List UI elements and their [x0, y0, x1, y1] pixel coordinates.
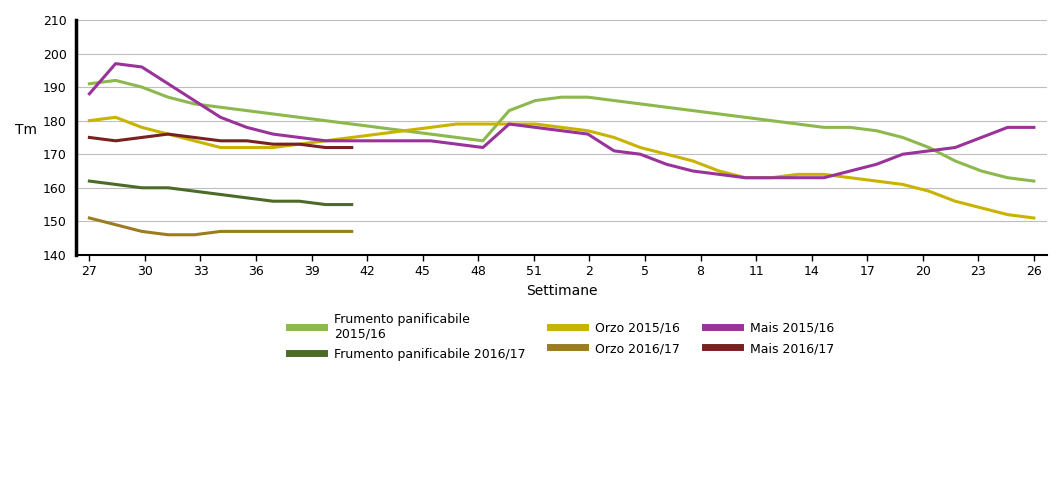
Y-axis label: Tm: Tm [15, 123, 37, 137]
X-axis label: Settimane: Settimane [526, 284, 598, 298]
Legend: Frumento panificabile
2015/16, Frumento panificabile 2016/17, Orzo 2015/16, Orzo: Frumento panificabile 2015/16, Frumento … [289, 313, 835, 361]
